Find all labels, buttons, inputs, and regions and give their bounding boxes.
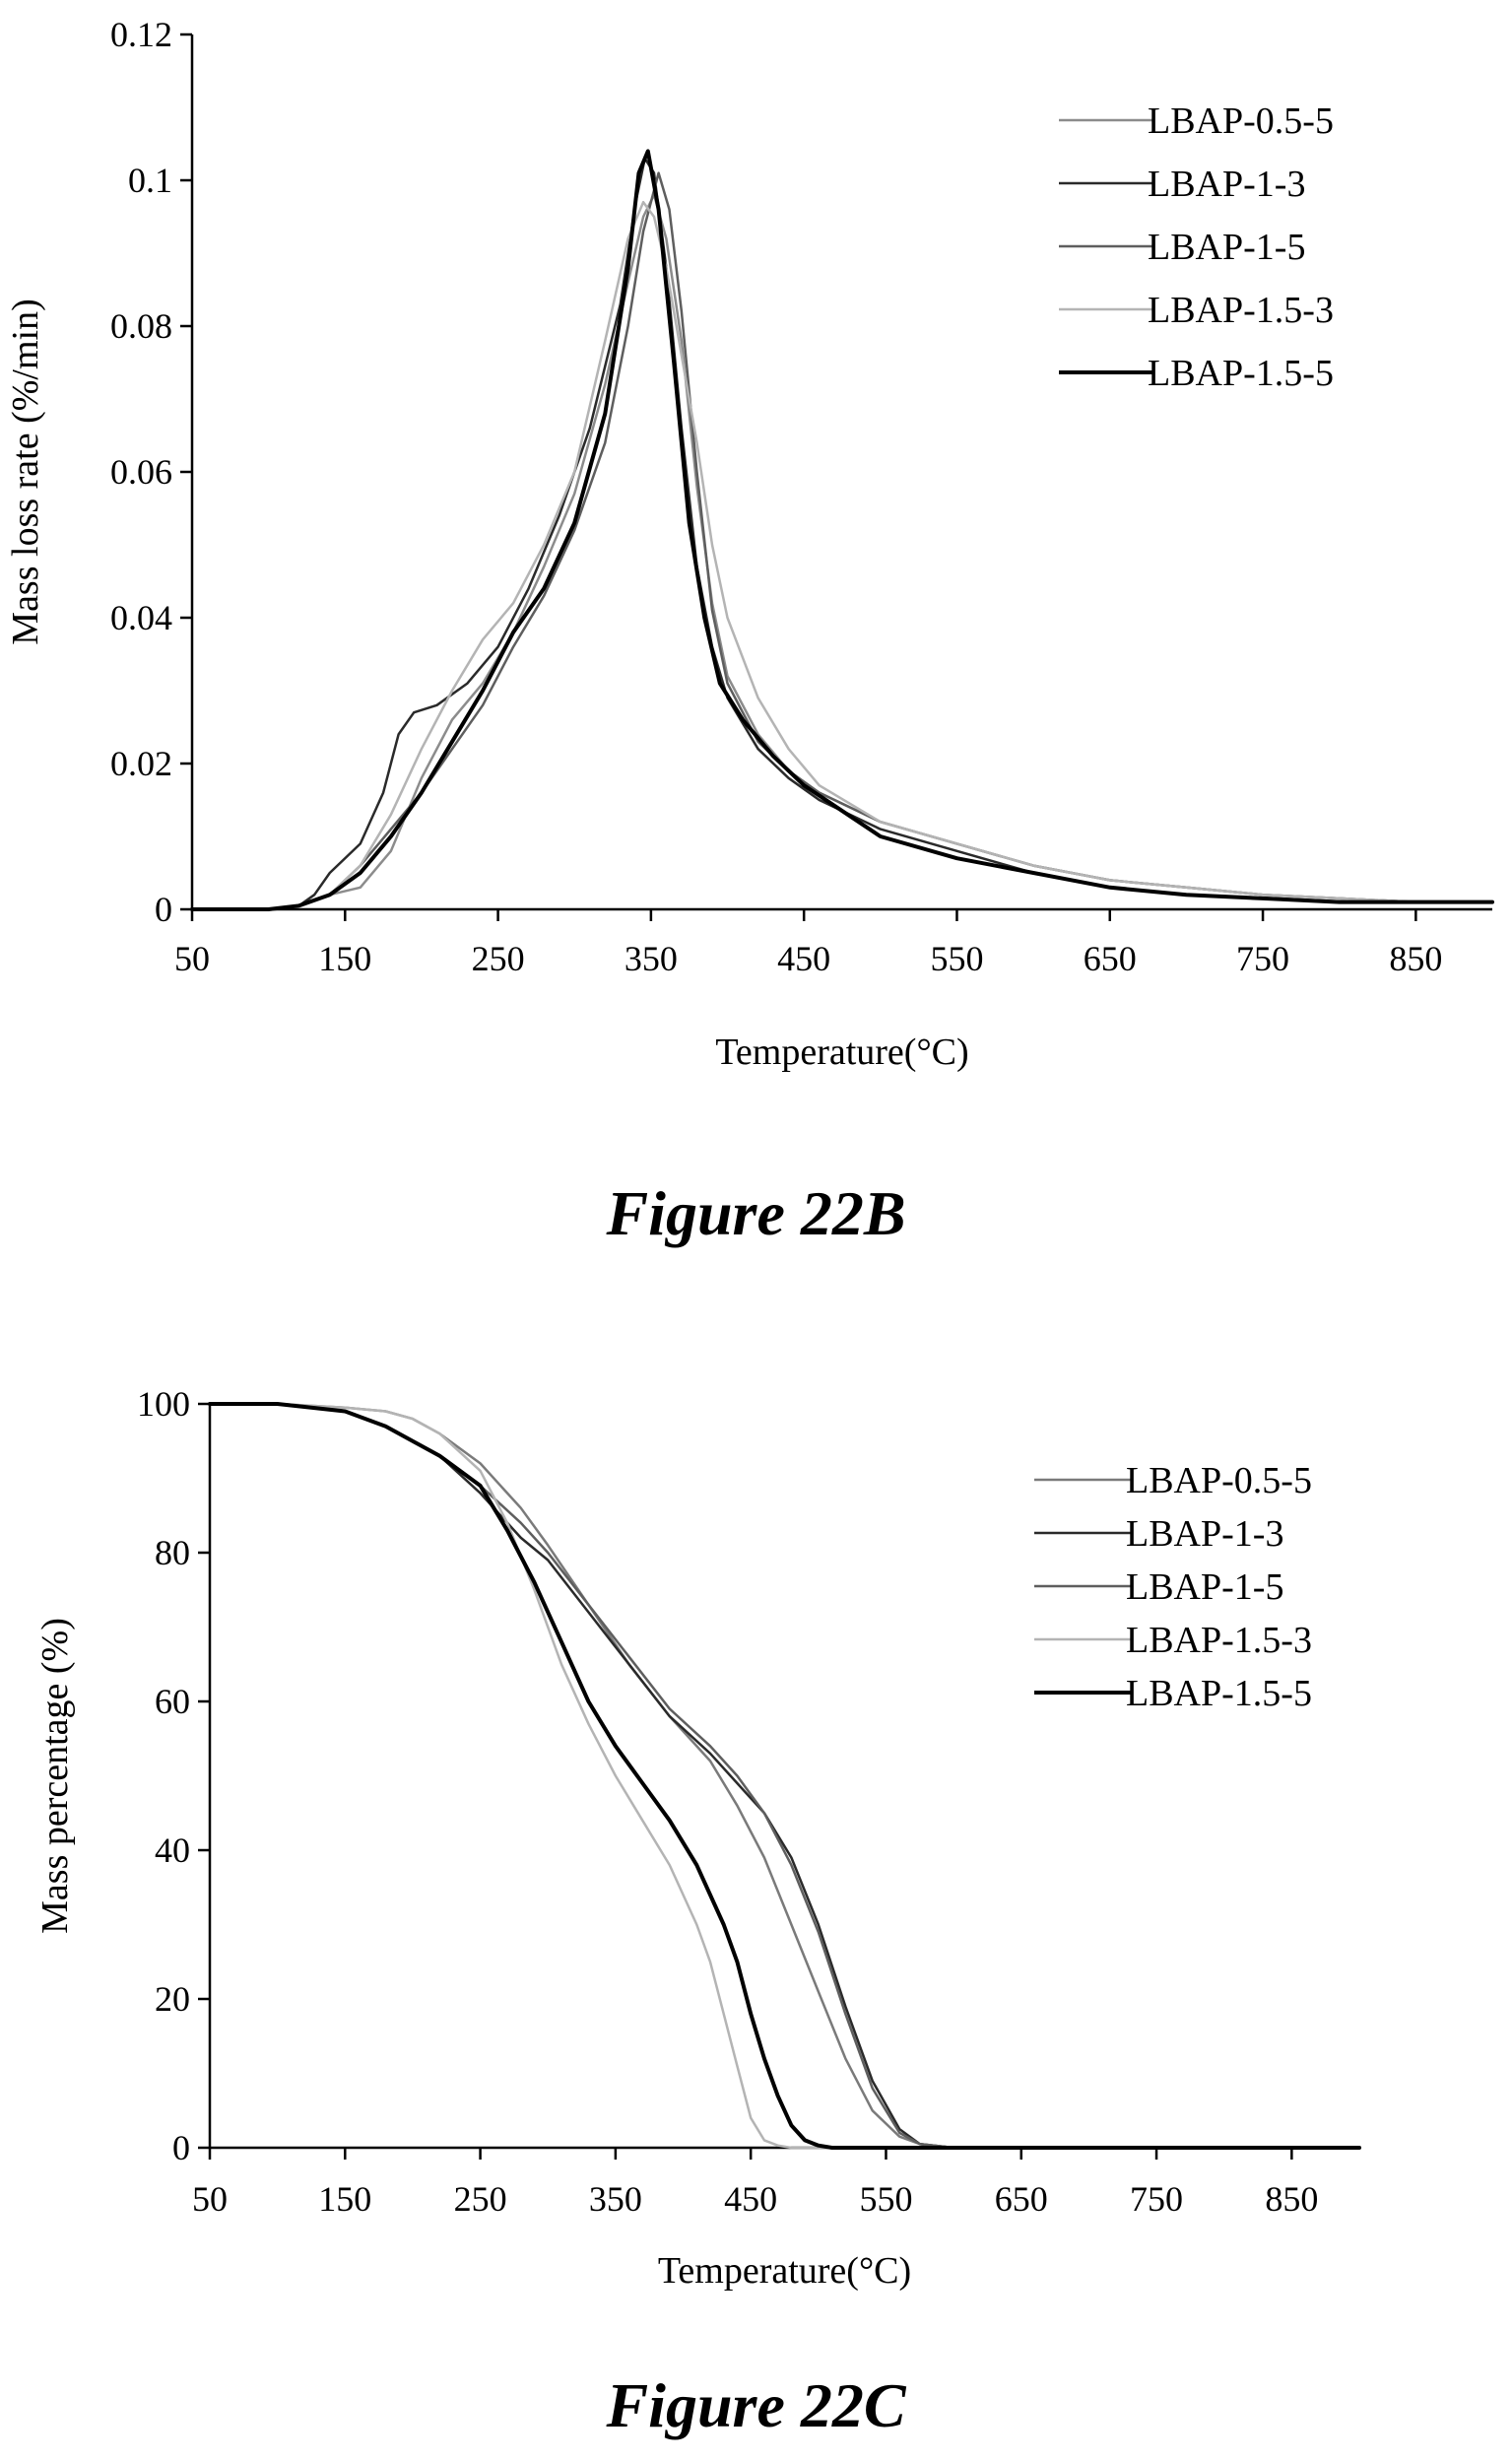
y-tick-label: 0.04 (110, 598, 172, 637)
legend-label: LBAP-1.5-5 (1148, 353, 1334, 394)
legend-label: LBAP-1-3 (1126, 1513, 1283, 1555)
x-tick-label: 750 (1130, 2179, 1183, 2219)
series-line-LBAP-1.5-5 (190, 149, 1494, 911)
y-axis-title: Mass percentage (%) (34, 1618, 76, 1934)
y-tick-label: 40 (155, 1830, 190, 1870)
series-line-LBAP-1.5-5 (208, 1402, 1361, 2150)
x-tick-label: 150 (318, 2179, 371, 2219)
x-tick-label: 550 (930, 939, 983, 978)
x-axis-title: Temperature(°C) (658, 2250, 911, 2292)
x-axis-title: Temperature(°C) (715, 1031, 968, 1073)
figure-caption-22c: Figure 22C (606, 2370, 906, 2440)
x-tick-label: 550 (859, 2179, 912, 2219)
x-tick-label: 650 (995, 2179, 1048, 2219)
y-tick-label: 0.02 (110, 744, 172, 783)
legend: LBAP-0.5-5 LBAP-1-3 LBAP-1-5 LBAP-1.5-3 LBAP… (1059, 100, 1334, 394)
x-tick-label: 50 (192, 2179, 228, 2219)
legend-label: LBAP-1-3 (1148, 164, 1305, 205)
x-tick-label: 450 (724, 2179, 777, 2219)
y-tick-label: 20 (155, 1979, 190, 2019)
y-tick-label: 0.08 (110, 306, 172, 346)
legend-label: LBAP-0.5-5 (1126, 1460, 1312, 1501)
legend-label: LBAP-1.5-5 (1126, 1673, 1312, 1714)
y-tick-label: 0.06 (110, 452, 172, 492)
series-line-LBAP-1-3 (190, 157, 1494, 911)
x-tick-label: 750 (1236, 939, 1289, 978)
legend-label: LBAP-1-5 (1126, 1566, 1283, 1608)
y-tick-label: 0 (172, 2128, 190, 2167)
legend-label: LBAP-1.5-3 (1148, 290, 1334, 331)
y-tick-label: 100 (137, 1384, 190, 1424)
y-tick-label: 0.12 (110, 15, 172, 54)
x-tick-label: 50 (174, 939, 210, 978)
x-tick-label: 350 (625, 939, 678, 978)
chart-22b: 0 0.02 0.04 0.06 0.08 0.1 0.12 50 150 250 350 450 55… (5, 15, 1494, 1073)
x-tick-label: 650 (1084, 939, 1137, 978)
chart-22c: 0 20 40 60 80 100 50 150 250 350 450 550 650 750 850 Te… (34, 1384, 1361, 2292)
x-tick-label: 350 (589, 2179, 642, 2219)
x-tick-label: 450 (777, 939, 830, 978)
y-tick-label: 60 (155, 1682, 190, 1721)
legend: LBAP-0.5-5 LBAP-1-3 LBAP-1-5 LBAP-1.5-3 LBAP… (1034, 1460, 1312, 1714)
legend-label: LBAP-1.5-3 (1126, 1620, 1312, 1661)
x-tick-label: 250 (472, 939, 525, 978)
y-tick-label: 80 (155, 1533, 190, 1572)
x-tick-label: 250 (454, 2179, 507, 2219)
y-axis-title: Mass loss rate (%/min) (5, 299, 46, 644)
x-tick-label: 850 (1389, 939, 1442, 978)
x-tick-label: 150 (318, 939, 371, 978)
y-tick-label: 0 (155, 890, 172, 929)
y-tick-label: 0.1 (128, 161, 172, 200)
figure-caption-22b: Figure 22B (606, 1178, 906, 1248)
series-line-LBAP-1.5-3 (208, 1402, 1361, 2150)
legend-label: LBAP-1-5 (1148, 227, 1305, 268)
x-tick-label: 850 (1265, 2179, 1318, 2219)
legend-label: LBAP-0.5-5 (1148, 100, 1334, 142)
